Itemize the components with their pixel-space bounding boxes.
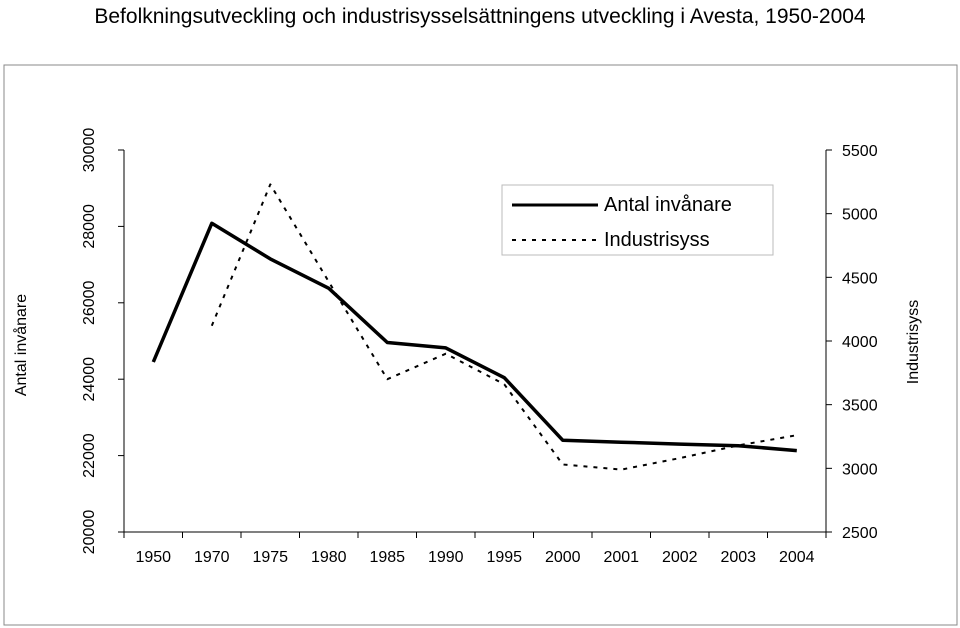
right-tick-label: 3000 bbox=[842, 461, 878, 478]
left-tick-label: 28000 bbox=[81, 204, 98, 249]
right-tick-label: 4000 bbox=[842, 334, 878, 351]
x-tick-label: 2002 bbox=[662, 549, 698, 566]
right-axis-ticks: 2500 3000 3500 4000 4500 5000 5500 bbox=[826, 143, 878, 542]
chart-area-border bbox=[3, 64, 958, 626]
legend: Antal invånare Industrisyss bbox=[501, 184, 774, 256]
x-tick-label: 2003 bbox=[720, 549, 756, 566]
legend-box bbox=[501, 184, 774, 256]
x-tick-label: 1995 bbox=[486, 549, 522, 566]
left-tick-label: 26000 bbox=[81, 280, 98, 325]
x-tick-label: 1990 bbox=[428, 549, 464, 566]
left-tick-label: 30000 bbox=[81, 128, 98, 173]
right-tick-label: 5000 bbox=[842, 207, 878, 224]
left-tick-label: 20000 bbox=[81, 510, 98, 555]
left-tick-label: 22000 bbox=[81, 433, 98, 478]
x-tick-label: 2001 bbox=[603, 549, 639, 566]
left-axis-title: Antal invånare bbox=[12, 294, 30, 396]
x-tick-label: 2004 bbox=[779, 549, 815, 566]
right-tick-label: 2500 bbox=[842, 525, 878, 542]
series-line-antal-invanare bbox=[151, 221, 797, 453]
x-axis-ticks: 1950 1970 1975 1980 1985 1990 1995 2000 2001 2002… bbox=[123, 532, 827, 566]
series-layer bbox=[151, 183, 797, 471]
legend-label-antal-invanare: Antal invånare bbox=[604, 194, 732, 216]
right-axis-title: Industrisyss bbox=[905, 300, 922, 384]
right-tick-label: 5500 bbox=[842, 143, 878, 160]
x-tick-label: 1985 bbox=[369, 549, 405, 566]
chart-title: Befolkningsutveckling och industrisyssel… bbox=[94, 5, 866, 28]
x-tick-label: 1970 bbox=[194, 549, 230, 566]
right-tick-label: 4500 bbox=[842, 270, 878, 287]
x-tick-label: 1980 bbox=[311, 549, 347, 566]
x-tick-label: 1975 bbox=[252, 549, 288, 566]
left-axis-ticks: 20000 22000 24000 26000 28000 30000 bbox=[81, 128, 124, 555]
x-tick-label: 2000 bbox=[545, 549, 581, 566]
legend-label-industrisyss: Industrisyss bbox=[604, 229, 710, 251]
x-tick-label: 1950 bbox=[135, 549, 171, 566]
left-tick-label: 24000 bbox=[81, 357, 98, 402]
right-tick-label: 3500 bbox=[842, 398, 878, 415]
